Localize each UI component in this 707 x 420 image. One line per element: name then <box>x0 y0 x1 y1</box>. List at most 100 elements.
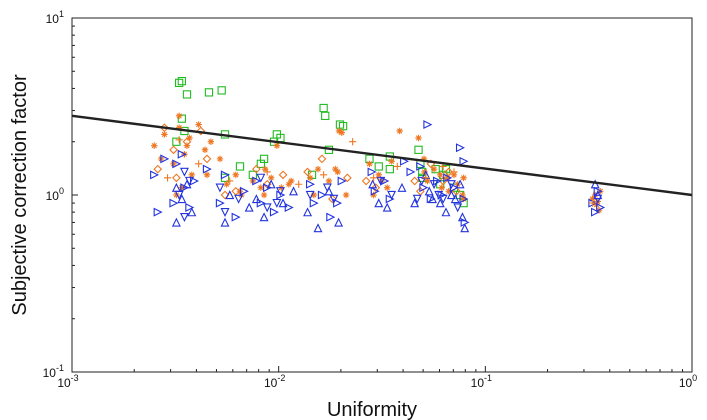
data-point-triangle-up <box>182 179 192 189</box>
data-point-star <box>173 191 180 199</box>
data-point-plus <box>195 160 203 168</box>
data-point-diamond <box>220 190 230 200</box>
data-point-triangle-up <box>251 194 261 204</box>
data-point-square <box>175 78 184 88</box>
data-point-triangle-down <box>305 190 315 200</box>
data-point-diamond <box>444 167 454 177</box>
y-tick-label: 100 <box>46 186 64 203</box>
data-point-star <box>267 174 275 182</box>
data-point-triangle-down <box>262 203 272 213</box>
data-point-star <box>216 155 224 163</box>
data-point-triangle-right <box>202 164 212 174</box>
data-point-triangle-right <box>169 198 179 208</box>
data-point-star <box>460 195 467 203</box>
data-point-triangle-up <box>374 198 384 208</box>
data-point-diamond <box>172 173 181 183</box>
data-point-triangle-up <box>382 202 392 212</box>
data-point-triangle-up <box>424 186 434 196</box>
data-point-star <box>430 165 438 173</box>
fit-line <box>71 114 693 197</box>
data-point-plus <box>450 168 458 176</box>
data-point-triangle-down <box>446 180 456 190</box>
x-axis-title: Uniformity <box>327 399 417 420</box>
data-point-square <box>204 88 214 97</box>
data-point-square <box>182 90 192 99</box>
data-point-square <box>235 162 245 171</box>
data-point-triangle-down <box>179 167 189 177</box>
data-point-triangle-right <box>591 207 601 217</box>
data-point-triangle-down <box>329 194 339 204</box>
data-point-star <box>161 131 168 138</box>
data-point-star <box>459 191 466 199</box>
data-point-triangle-right <box>153 207 163 217</box>
data-point-star <box>207 138 215 145</box>
data-point-triangle-up <box>334 217 344 227</box>
data-point-triangle-up <box>187 207 197 217</box>
data-point-diamond <box>182 137 192 147</box>
data-point-star <box>273 142 281 149</box>
data-point-triangle-up <box>177 194 187 204</box>
axis-ticks: 10-3 10-2 10-1 100 10-1 100 101 <box>43 9 698 390</box>
data-point-triangle-right <box>177 149 187 159</box>
data-point-star <box>170 160 177 168</box>
data-point-triangle-down <box>256 173 266 183</box>
data-point-triangle-right <box>380 176 390 186</box>
data-point-triangle-right <box>419 183 429 193</box>
data-point-triangle-right <box>150 170 160 180</box>
data-point-plus <box>393 162 401 171</box>
data-point-triangle-up <box>435 198 445 208</box>
data-point-diamond <box>328 194 337 204</box>
data-point-triangle-up <box>368 179 378 189</box>
data-point-triangle-down <box>179 212 189 222</box>
data-point-triangle-right <box>172 159 182 169</box>
data-point-plus <box>295 180 303 188</box>
data-point-triangle-right <box>185 203 195 212</box>
data-point-triangle-up <box>324 186 334 196</box>
data-point-triangle-down <box>387 190 397 200</box>
data-points <box>150 76 606 233</box>
data-point-plus <box>349 138 357 146</box>
data-point-star <box>261 165 269 173</box>
data-point-triangle-up <box>171 182 181 192</box>
data-point-star <box>260 191 268 199</box>
data-point-triangle-right <box>459 156 469 166</box>
data-point-triangle-right <box>239 186 249 196</box>
data-point-triangle-right <box>215 198 225 208</box>
data-point-star <box>151 142 158 149</box>
data-point-diamond <box>361 176 371 186</box>
data-point-diamond <box>251 164 261 174</box>
data-point-star <box>188 171 196 179</box>
data-point-diamond <box>196 126 206 136</box>
data-point-diamond <box>153 164 163 174</box>
data-point-triangle-right <box>370 186 380 196</box>
data-point-triangle-up <box>278 198 288 208</box>
data-point-triangle-down <box>438 194 448 204</box>
data-point-triangle-right <box>443 173 453 183</box>
data-point-star <box>444 174 451 182</box>
data-point-triangle-down <box>215 183 225 193</box>
data-point-star <box>415 134 422 142</box>
y-axis-title: Subjective correction factor <box>9 74 31 316</box>
data-point-star <box>201 146 209 154</box>
data-point-triangle-up <box>446 190 456 200</box>
data-point-square <box>414 145 423 154</box>
data-point-triangle-right <box>455 143 465 153</box>
data-point-triangle-right <box>337 176 347 186</box>
data-point-plus <box>422 174 430 182</box>
data-point-triangle-up <box>266 179 276 189</box>
data-point-plus <box>226 177 234 185</box>
data-point-square <box>385 164 394 174</box>
data-point-star <box>420 155 428 163</box>
data-point-plus <box>175 136 183 144</box>
data-point-star <box>332 165 339 173</box>
x-tick-label: 10-2 <box>264 373 285 390</box>
data-point-square <box>177 114 186 123</box>
data-point-square <box>177 76 186 86</box>
data-point-star <box>445 188 452 195</box>
data-point-square <box>259 154 269 164</box>
data-point-star <box>334 168 341 176</box>
data-point-triangle-right <box>276 190 286 200</box>
data-point-plus <box>588 199 597 207</box>
